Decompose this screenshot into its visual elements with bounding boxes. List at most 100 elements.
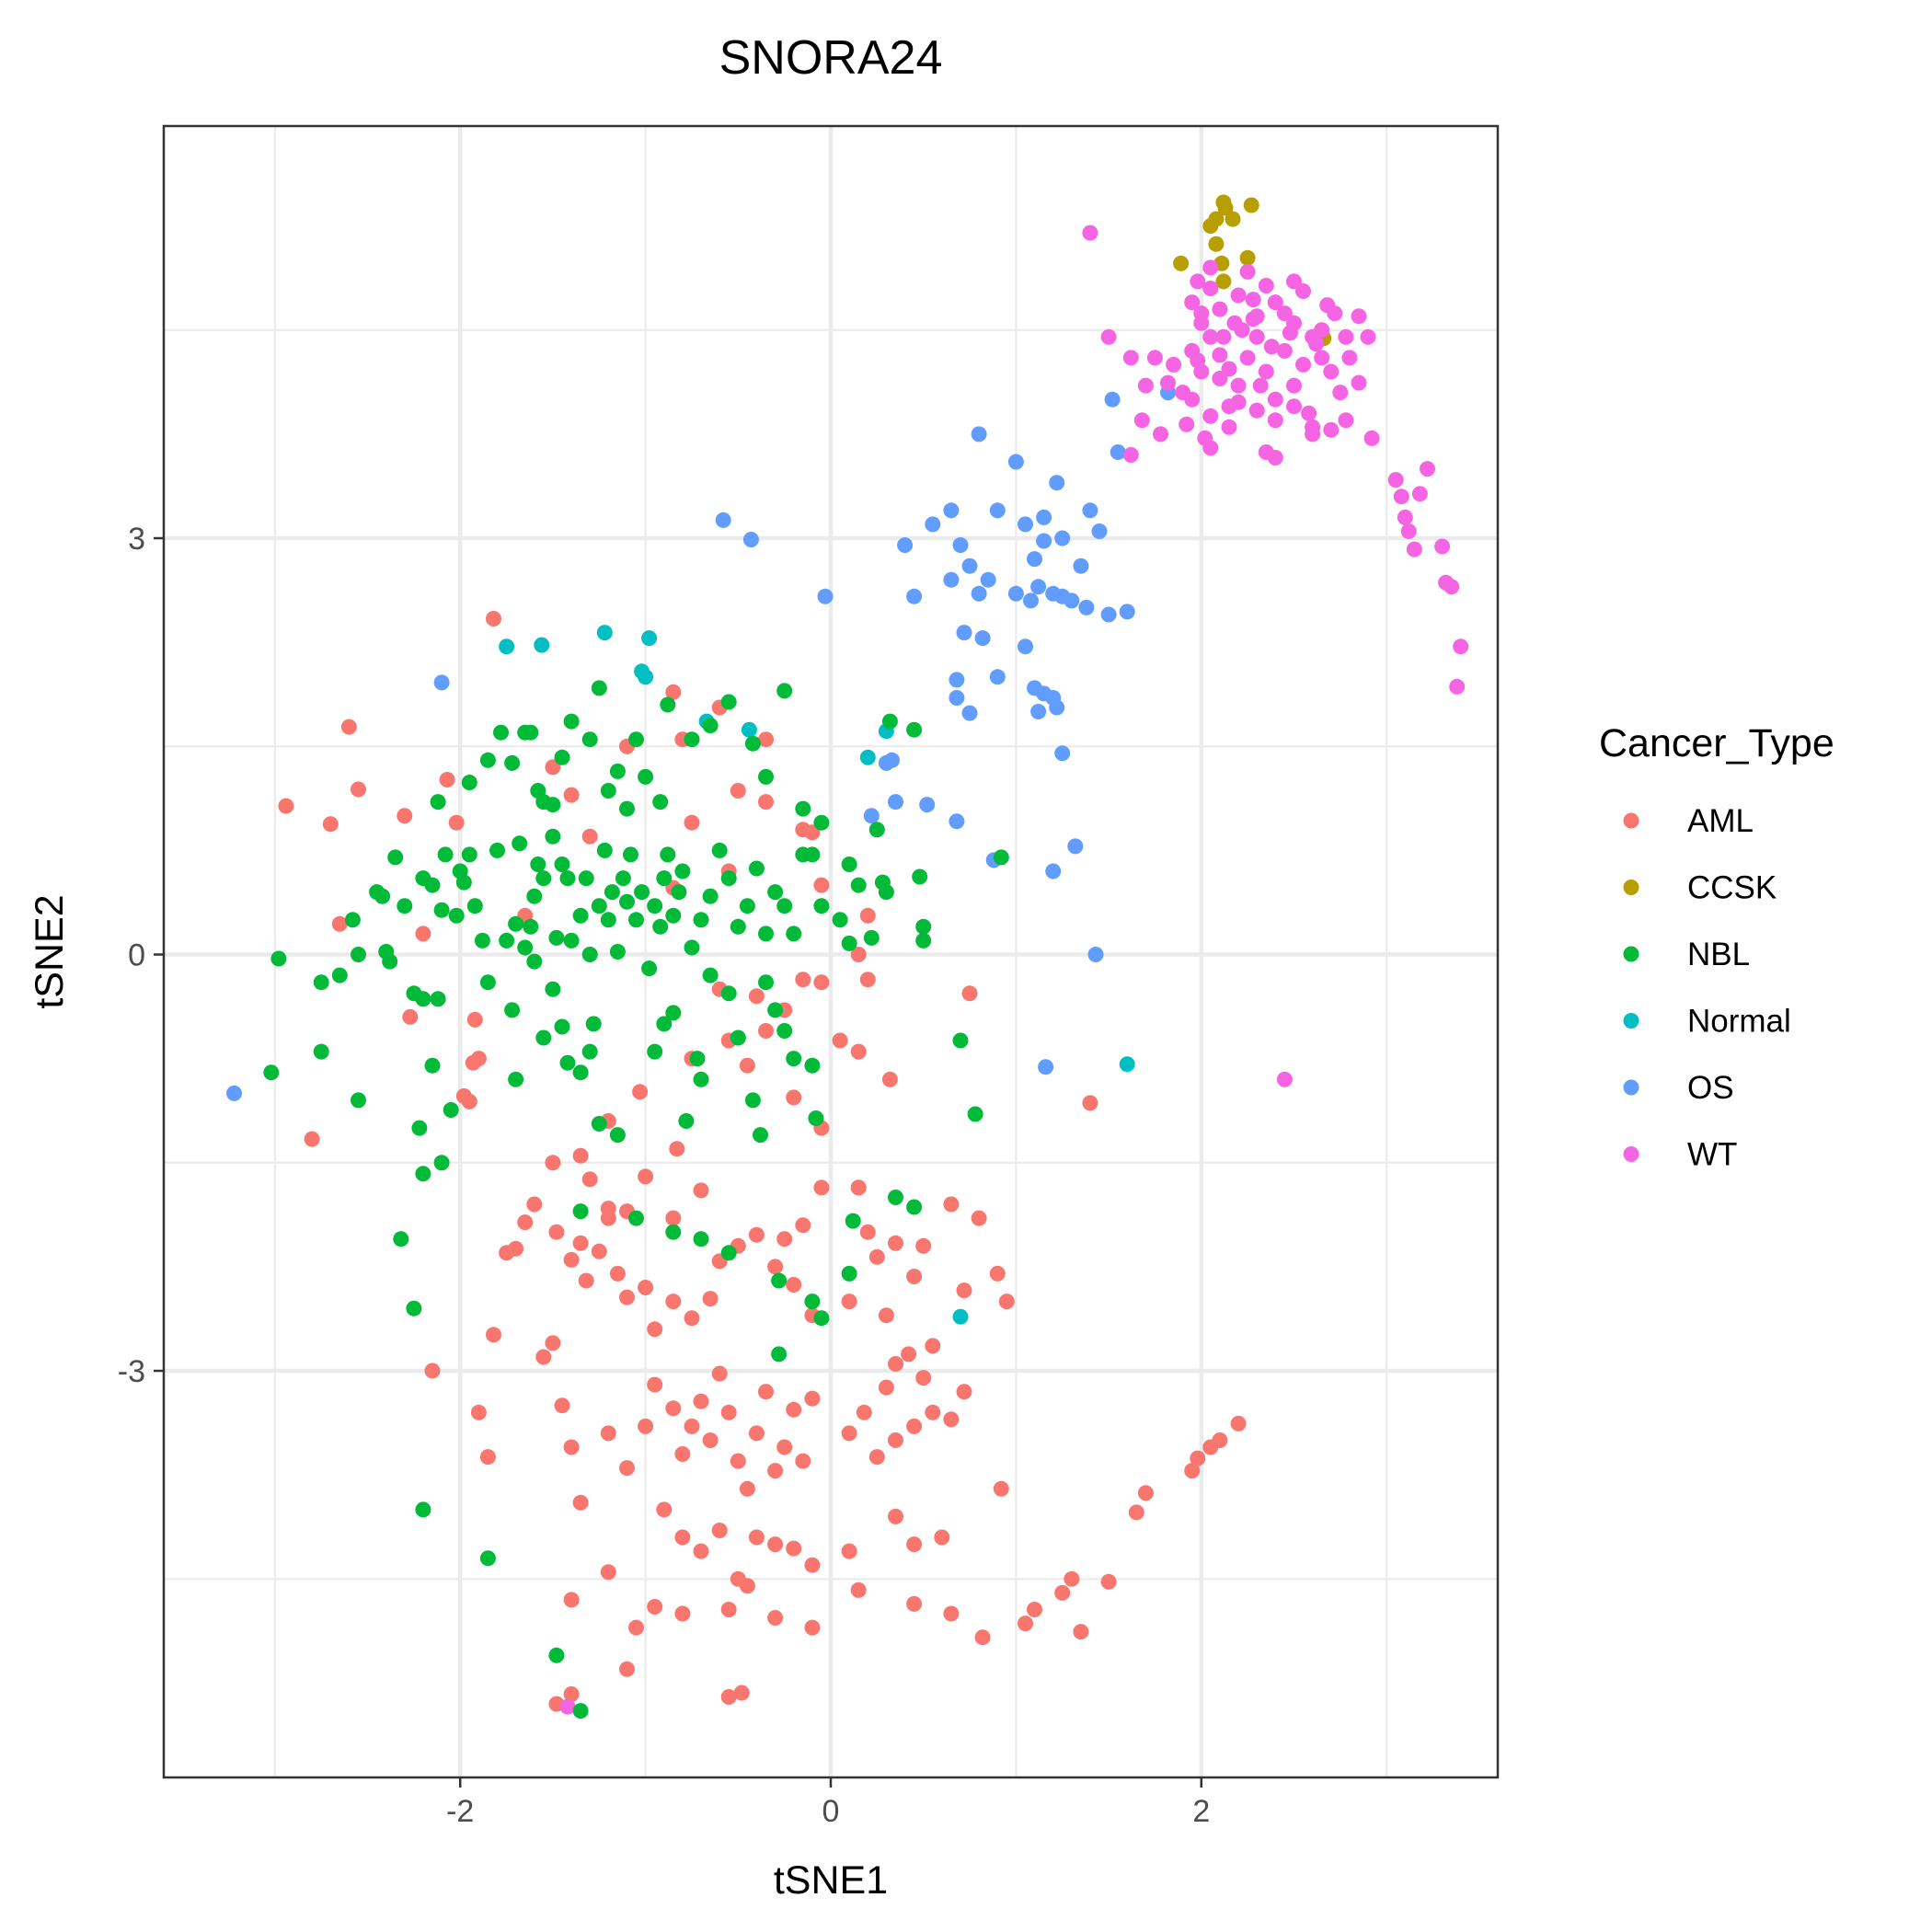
- point-wt: [1332, 385, 1349, 401]
- point-nbl: [393, 1231, 409, 1248]
- legend-key-nbl: [1623, 946, 1639, 962]
- point-aml: [915, 1370, 932, 1386]
- point-nbl: [548, 929, 565, 946]
- point-aml: [804, 824, 821, 841]
- point-nbl: [684, 731, 700, 748]
- point-nbl: [665, 1005, 682, 1021]
- point-nbl: [604, 884, 620, 901]
- point-wt: [1258, 363, 1274, 380]
- point-wt: [1082, 224, 1098, 241]
- point-nbl: [730, 918, 746, 935]
- point-wt: [1160, 374, 1176, 391]
- point-wt: [1239, 263, 1256, 280]
- point-aml: [906, 1595, 923, 1612]
- point-normal: [596, 625, 613, 641]
- point-nbl: [623, 846, 638, 863]
- point-wt: [1449, 678, 1466, 695]
- point-nbl: [748, 860, 765, 877]
- point-aml: [748, 988, 765, 1005]
- point-wt: [1341, 350, 1358, 366]
- point-aml: [956, 1384, 972, 1400]
- point-nbl: [430, 794, 446, 811]
- y-tick-label: -3: [118, 1354, 145, 1389]
- point-nbl: [351, 1092, 366, 1109]
- point-normal: [741, 721, 757, 738]
- point-nbl: [693, 1231, 709, 1248]
- point-aml: [609, 1265, 626, 1282]
- point-aml: [702, 1432, 719, 1448]
- legend-key-os: [1623, 1079, 1639, 1096]
- point-nbl: [526, 953, 543, 970]
- y-tick-label: 3: [128, 522, 145, 557]
- point-aml: [748, 1529, 765, 1546]
- point-wt: [1245, 311, 1261, 328]
- major-gridlines: [164, 126, 1498, 1777]
- point-aml: [674, 1529, 691, 1546]
- point-aml: [479, 1449, 496, 1466]
- point-nbl: [448, 907, 465, 924]
- point-nbl: [415, 1501, 431, 1518]
- point-aml: [841, 1425, 857, 1442]
- point-nbl: [967, 1106, 983, 1122]
- point-nbl: [504, 754, 521, 771]
- point-aml: [647, 1321, 663, 1338]
- point-os: [961, 705, 978, 721]
- point-aml: [674, 1446, 691, 1462]
- point-wt: [1202, 440, 1219, 456]
- point-nbl: [548, 1647, 565, 1663]
- point-nbl: [804, 1057, 821, 1074]
- point-nbl: [786, 1051, 802, 1067]
- point-nbl: [671, 884, 687, 901]
- point-nbl: [591, 680, 607, 696]
- point-nbl: [684, 939, 700, 956]
- point-wt: [1202, 408, 1219, 424]
- point-nbl: [554, 1018, 570, 1035]
- point-nbl: [647, 1043, 663, 1060]
- legend-label-normal: Normal: [1687, 1004, 1791, 1040]
- point-nbl: [656, 870, 673, 887]
- point-aml: [767, 1536, 784, 1553]
- point-nbl: [850, 877, 867, 893]
- point-nbl: [813, 1310, 830, 1327]
- point-aml: [461, 1093, 477, 1110]
- point-aml: [1082, 1095, 1098, 1111]
- point-ccsk: [1208, 236, 1225, 252]
- point-nbl: [526, 888, 543, 904]
- point-nbl: [845, 1213, 861, 1229]
- point-aml: [526, 1196, 543, 1213]
- y-axis: -3 0 3: [118, 522, 164, 1389]
- point-os: [989, 502, 1006, 519]
- point-aml: [548, 1224, 565, 1240]
- point-os: [1038, 1059, 1054, 1075]
- point-os: [1023, 592, 1039, 609]
- point-wt: [1276, 342, 1293, 359]
- point-wt: [1351, 374, 1367, 391]
- point-nbl: [771, 1346, 788, 1363]
- point-ccsk: [1225, 211, 1241, 227]
- point-nbl: [638, 768, 654, 785]
- point-aml: [850, 1179, 867, 1196]
- point-aml: [1073, 1624, 1089, 1640]
- point-nbl: [443, 1102, 459, 1118]
- point-aml: [684, 1418, 700, 1434]
- point-wt: [1267, 391, 1283, 408]
- point-aml: [1018, 1616, 1033, 1632]
- point-nbl: [554, 749, 570, 765]
- point-nbl: [504, 1002, 521, 1018]
- point-aml: [1100, 1573, 1117, 1590]
- point-wt: [1308, 336, 1325, 352]
- point-aml: [813, 877, 830, 893]
- point-aml: [881, 1071, 898, 1087]
- point-nbl: [508, 1071, 524, 1087]
- point-aml: [702, 1291, 719, 1307]
- legend-label-aml: AML: [1687, 803, 1754, 839]
- point-aml: [974, 1629, 991, 1646]
- point-wt: [1230, 377, 1247, 394]
- point-aml: [878, 1307, 894, 1324]
- x-tick-label: 2: [1192, 1794, 1210, 1829]
- point-aml: [600, 1564, 616, 1581]
- point-aml: [758, 1384, 774, 1400]
- point-nbl: [906, 721, 923, 738]
- point-aml: [1190, 1450, 1206, 1466]
- point-os: [949, 672, 965, 688]
